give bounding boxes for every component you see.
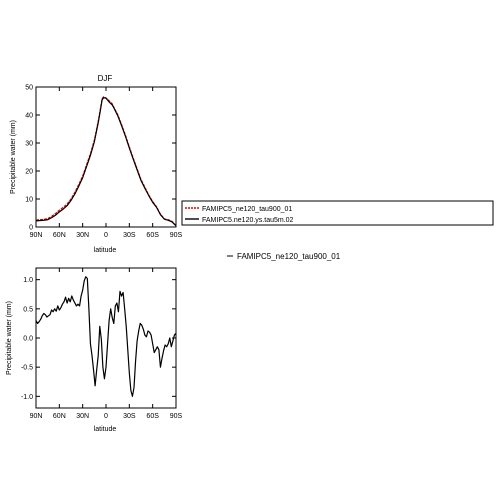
- top-series-group: [35, 96, 177, 227]
- bottom-series-group: [35, 276, 177, 397]
- top-series-line-2: [35, 97, 177, 227]
- bottom-y-tick-label: -0.5: [21, 365, 33, 372]
- top-panel: DJF 0 10 20 30 40 50 90N 60N 30N 0 30S 60S 90S lati…: [10, 74, 183, 254]
- top-x-tick-label: 60S: [146, 232, 159, 239]
- legend: FAMIPC5_ne120_tau900_01 FAMIPC5.ne120.ys…: [181, 200, 494, 226]
- legend-box: [181, 200, 494, 226]
- top-y-tick-label: 40: [25, 113, 33, 120]
- legend-entry-2: FAMIPC5.ne120.ys.tau5m.02: [202, 217, 294, 224]
- top-y-tick-label: 10: [25, 197, 33, 204]
- bottom-y-tick-label: 0.5: [23, 306, 33, 313]
- bottom-x-tick-label: 30N: [76, 413, 89, 420]
- bottom-y-tick-label: -1.0: [21, 394, 33, 401]
- bottom-x-tick-label: 0: [104, 413, 108, 420]
- top-y-tick-label: 20: [25, 169, 33, 176]
- bottom-side-label: FAMIPC5_ne120_tau900_01: [237, 252, 341, 261]
- bottom-x-tick-label: 60N: [53, 413, 66, 420]
- bottom-y-axis-label: Precipitable water (mm): [6, 301, 13, 375]
- bottom-y-tick-label: 1.0: [23, 277, 33, 284]
- top-x-tick-label: 90S: [170, 232, 183, 239]
- bottom-x-axis: 90N 60N 30N 0 30S 60S 90S: [30, 268, 183, 420]
- bottom-side-label-group: FAMIPC5_ne120_tau900_01: [227, 252, 341, 261]
- top-x-tick-label: 30S: [123, 232, 136, 239]
- bottom-x-tick-label: 60S: [146, 413, 159, 420]
- top-y-axis-label: Precipitable water (mm): [10, 120, 17, 194]
- top-y-tick-label: 50: [25, 85, 33, 92]
- bottom-y-tick-label: 0.0: [23, 336, 33, 343]
- bottom-y-axis: -1.0 -0.5 0.0 0.5 1.0: [21, 277, 176, 401]
- bottom-series-line-1: [35, 276, 177, 397]
- top-y-tick-label: 30: [25, 141, 33, 148]
- bottom-panel: -1.0 -0.5 0.0 0.5 1.0 90N 60N 30N 0 30S 60S 90S la…: [6, 267, 183, 433]
- legend-entry-1: FAMIPC5_ne120_tau900_01: [202, 206, 292, 213]
- top-x-axis-label: latitude: [94, 247, 117, 254]
- bottom-x-tick-label: 90S: [170, 413, 183, 420]
- bottom-x-tick-label: 90N: [30, 413, 43, 420]
- top-x-tick-label: 0: [104, 232, 108, 239]
- top-y-axis: 0 10 20 30 40 50: [25, 85, 176, 232]
- top-title: DJF: [98, 74, 113, 83]
- bottom-x-tick-label: 30S: [123, 413, 136, 420]
- bottom-plot-frame: [35, 267, 177, 409]
- top-x-tick-label: 30N: [76, 232, 89, 239]
- bottom-x-axis-label: latitude: [94, 426, 117, 433]
- top-x-tick-label: 90N: [30, 232, 43, 239]
- top-y-tick-label: 0: [29, 225, 33, 232]
- top-x-axis: 90N 60N 30N 0 30S 60S 90S: [30, 87, 183, 239]
- top-x-tick-label: 60N: [53, 232, 66, 239]
